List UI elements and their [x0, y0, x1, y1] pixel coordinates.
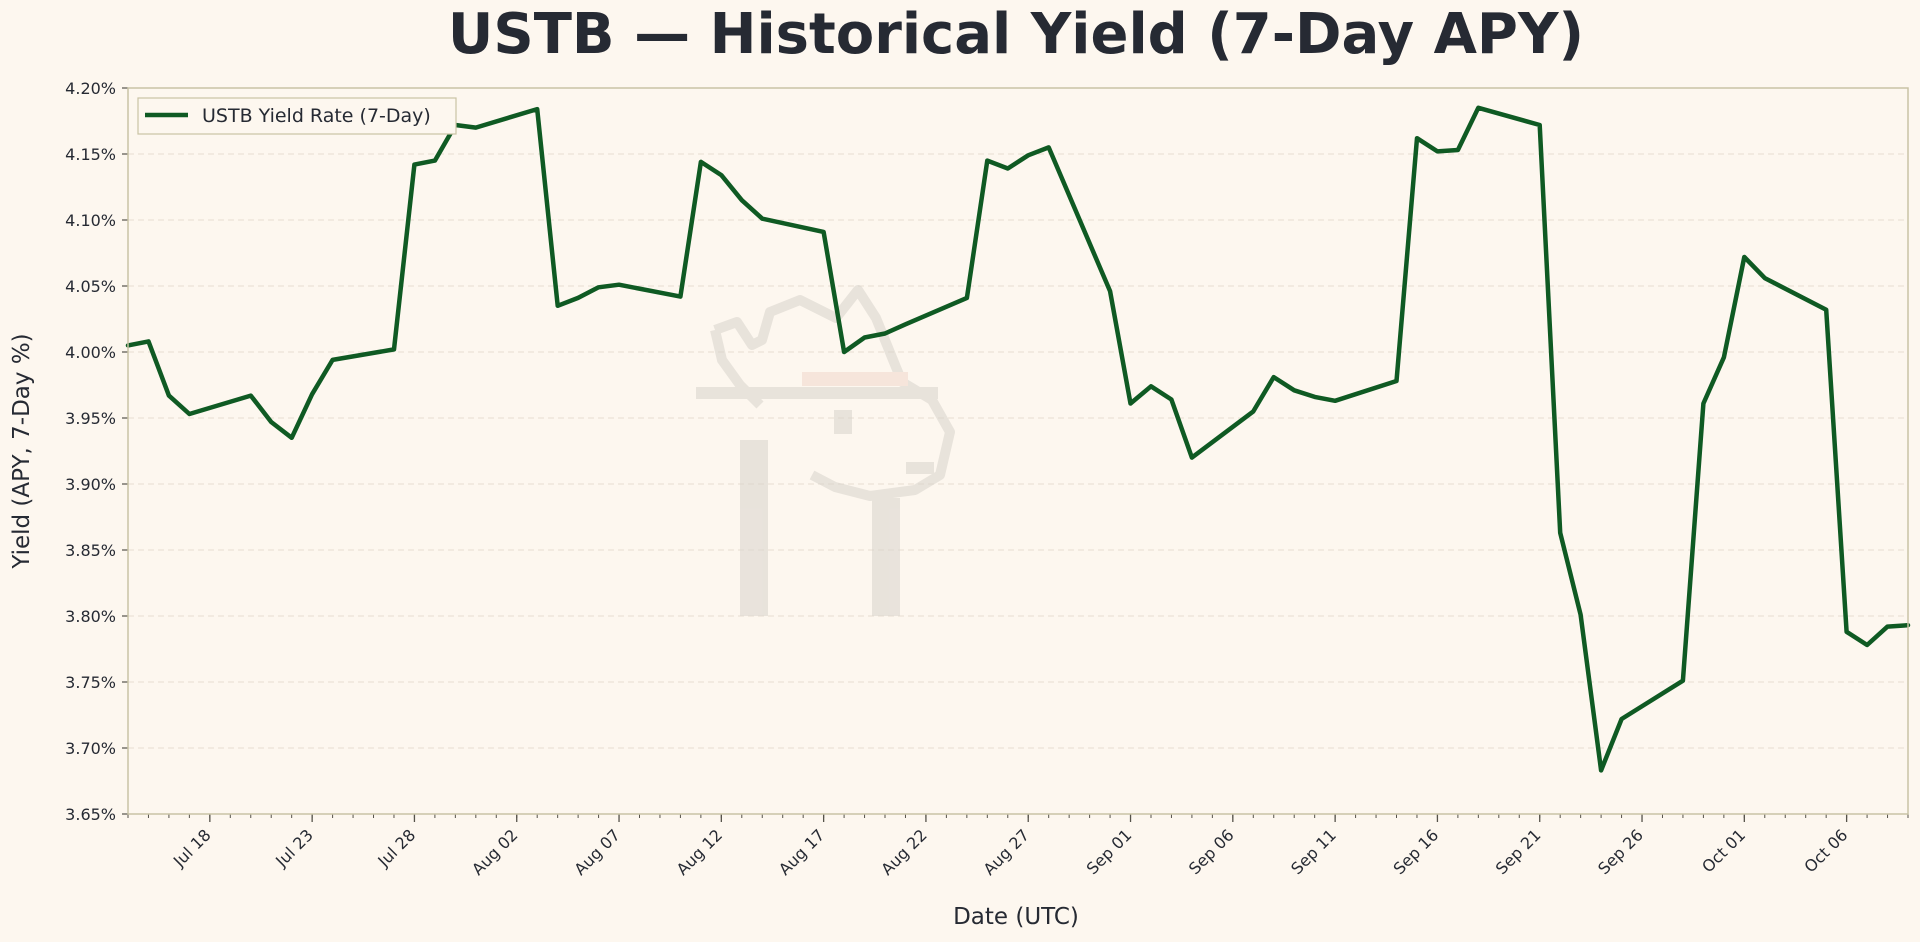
plot-frame [127, 87, 1909, 815]
y-tick-label: 3.90% [65, 475, 116, 494]
plot-area [128, 88, 1908, 814]
y-tick-label: 3.70% [65, 739, 116, 758]
data-points [127, 107, 1909, 771]
y-tick-label: 4.15% [65, 145, 116, 164]
watermark-logo [696, 285, 955, 616]
chart-title: USTB — Historical Yield (7-Day APY) [448, 2, 1584, 67]
legend-box [137, 97, 457, 135]
legend-label: USTB Yield Rate (7-Day) [202, 105, 431, 127]
x-axis-label: Date (UTC) [953, 904, 1079, 930]
y-tick-label: 3.65% [65, 805, 116, 824]
y-tick-label: 3.95% [65, 409, 116, 428]
y-tick-label: 3.75% [65, 673, 116, 692]
y-tick-label: 4.00% [65, 343, 116, 362]
y-tick-label: 4.05% [65, 277, 116, 296]
y-tick-label: 4.20% [65, 79, 116, 98]
y-axis-label: Yield (APY, 7-Day %) [9, 333, 35, 569]
legend: USTB Yield Rate (7-Day) [137, 97, 457, 135]
y-axis-ticks: 3.65% 3.70% 3.75% 3.80% 3.85% 3.90% 3.95% 4.00%… [65, 79, 128, 824]
y-tick-label: 4.10% [65, 211, 116, 230]
y-tick-label: 3.85% [65, 541, 116, 560]
y-tick-label: 3.80% [65, 607, 116, 626]
series-line-ustb-yield [125, 105, 1911, 773]
